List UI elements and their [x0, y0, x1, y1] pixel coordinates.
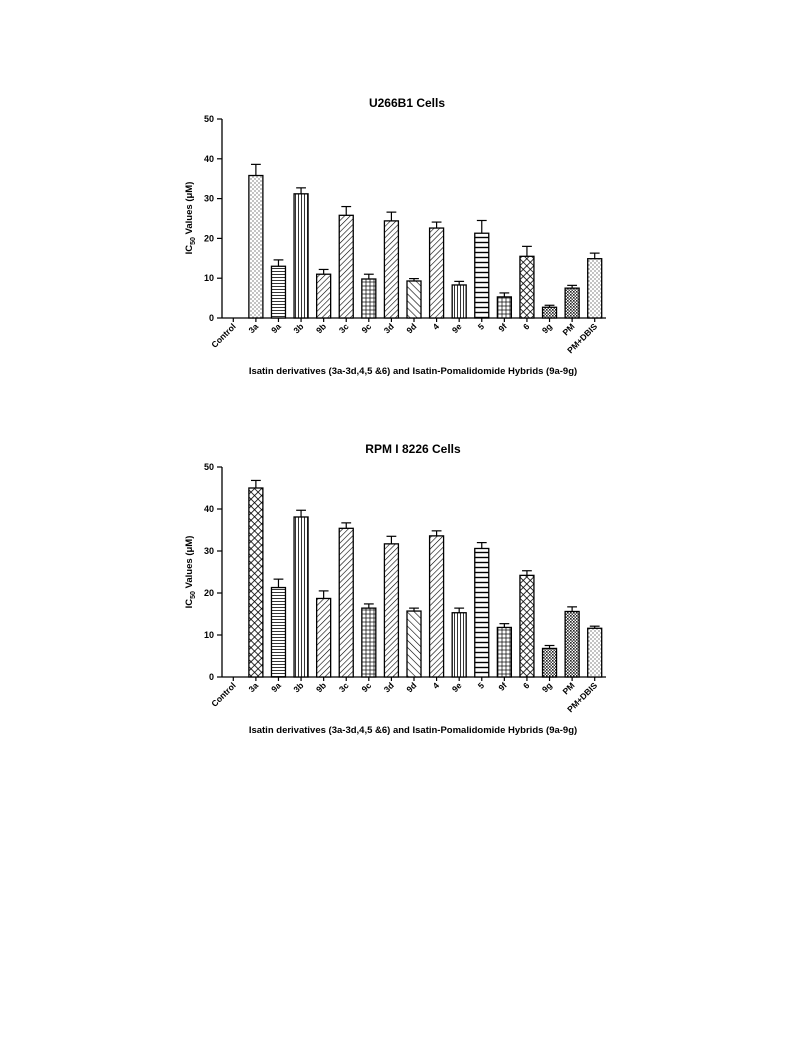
- y-axis-label-prefix: IC: [184, 245, 195, 255]
- bar: [338, 214, 354, 319]
- x-tick-label: 9c: [359, 680, 373, 694]
- y-axis-label: IC50 Values (μM): [184, 536, 197, 609]
- y-tick-label: 30: [204, 194, 214, 204]
- y-tick-label: 40: [204, 154, 214, 164]
- bar: [338, 527, 354, 678]
- bar: [270, 265, 287, 319]
- bar: [293, 516, 309, 678]
- x-tick-label: 9d: [404, 680, 418, 694]
- y-tick-label: 0: [209, 672, 214, 682]
- y-axis-label: IC50 Values (μM): [184, 182, 197, 255]
- x-tick-label: Control: [209, 680, 237, 708]
- bar: [496, 626, 513, 678]
- chart-u266b1: U266B1 Cells 0 10 20 30 40 50 Control 3a 9a 3b 9b 3…: [184, 96, 606, 377]
- x-tick-label: 3d: [382, 321, 396, 335]
- x-tick-label: 5: [476, 680, 487, 691]
- chart-title: U266B1 Cells: [369, 96, 445, 110]
- bar: [564, 610, 580, 678]
- x-tick-label: 3c: [337, 321, 351, 335]
- x-tick-label: 9g: [540, 321, 554, 335]
- y-tick-label: 10: [204, 273, 214, 283]
- y-tick-label: 50: [204, 462, 214, 472]
- x-tick-label: 9f: [496, 321, 509, 334]
- x-tick-label: 3d: [382, 680, 396, 694]
- plot-area: 0 10 20 30 40 50 Control 3a 9a 3b 9b 3c 9c 3d 9d 4 9e 5 9f…: [204, 462, 606, 714]
- chart-title: RPM I 8226 Cells: [365, 442, 461, 456]
- x-tick-label: PM: [560, 680, 576, 696]
- x-tick-label: 6: [521, 680, 532, 691]
- chart-rpmi8226: RPM I 8226 Cells 0 10 20 30 40 50 Control 3a 9a 3…: [184, 442, 606, 736]
- x-tick-label: 9a: [269, 321, 283, 335]
- bar: [587, 627, 603, 678]
- bar: [315, 273, 332, 319]
- bar: [361, 607, 377, 678]
- x-tick-label: 6: [521, 321, 532, 332]
- x-tick-label: 9b: [314, 321, 328, 335]
- bar: [248, 174, 264, 319]
- y-tick-label: 20: [204, 588, 214, 598]
- x-tick-label: 9e: [450, 680, 464, 694]
- x-tick-label: 9a: [269, 680, 283, 694]
- y-tick-label: 30: [204, 546, 214, 556]
- x-tick-label: 3b: [291, 680, 305, 694]
- y-tick-label: 10: [204, 630, 214, 640]
- x-axis-label: Isatin derivatives (3a-3d,4,5 &6) and Is…: [249, 366, 577, 377]
- bar: [406, 610, 422, 678]
- bar: [519, 255, 535, 319]
- y-axis-label-prefix: IC: [184, 599, 195, 609]
- x-tick-label: 3a: [247, 680, 261, 694]
- y-axis-label-suffix: Values (μM): [184, 536, 195, 591]
- bar: [474, 232, 490, 319]
- bar: [541, 306, 558, 319]
- y-axis-label-subscript: 50: [190, 591, 197, 599]
- bar: [587, 258, 603, 319]
- bar: [451, 284, 467, 319]
- bar: [315, 597, 332, 678]
- y-tick-label: 0: [209, 313, 214, 323]
- y-axis-label-suffix: Values (μM): [184, 182, 195, 237]
- bar: [293, 193, 309, 319]
- bar: [451, 612, 467, 678]
- plot-area: 0 10 20 30 40 50 Control 3a 9a 3b 9b 3c 9c 3d 9d 4 9e 5 9f…: [204, 114, 606, 355]
- bar: [361, 278, 377, 319]
- x-tick-label: 3c: [337, 680, 351, 694]
- x-tick-label: 4: [431, 680, 442, 691]
- bar: [564, 287, 580, 319]
- bar: [474, 547, 490, 678]
- bar: [428, 535, 445, 678]
- x-tick-label: 4: [431, 321, 442, 332]
- x-axis-label: Isatin derivatives (3a-3d,4,5 &6) and Is…: [249, 725, 577, 736]
- y-tick-label: 50: [204, 114, 214, 124]
- x-tick-label: 5: [476, 321, 487, 332]
- x-tick-label: 9b: [314, 680, 328, 694]
- bar: [383, 543, 400, 678]
- y-axis-label-subscript: 50: [190, 237, 197, 245]
- x-tick-label: 9c: [359, 321, 373, 335]
- bar: [519, 574, 535, 678]
- x-tick-label: PM: [560, 321, 576, 337]
- x-tick-label: 9f: [496, 680, 509, 693]
- x-tick-label: 3b: [291, 321, 305, 335]
- y-tick-label: 40: [204, 504, 214, 514]
- bar: [270, 586, 287, 678]
- bar: [383, 220, 400, 319]
- y-tick-label: 20: [204, 233, 214, 243]
- bar: [406, 280, 422, 319]
- bar: [248, 487, 264, 678]
- x-tick-label: Control: [209, 321, 237, 349]
- bar: [541, 647, 558, 678]
- bar: [428, 227, 445, 319]
- bar: [496, 296, 513, 319]
- x-tick-label: 3a: [247, 321, 261, 335]
- x-tick-label: 9d: [404, 321, 418, 335]
- x-tick-label: 9g: [540, 680, 554, 694]
- x-tick-label: 9e: [450, 321, 464, 335]
